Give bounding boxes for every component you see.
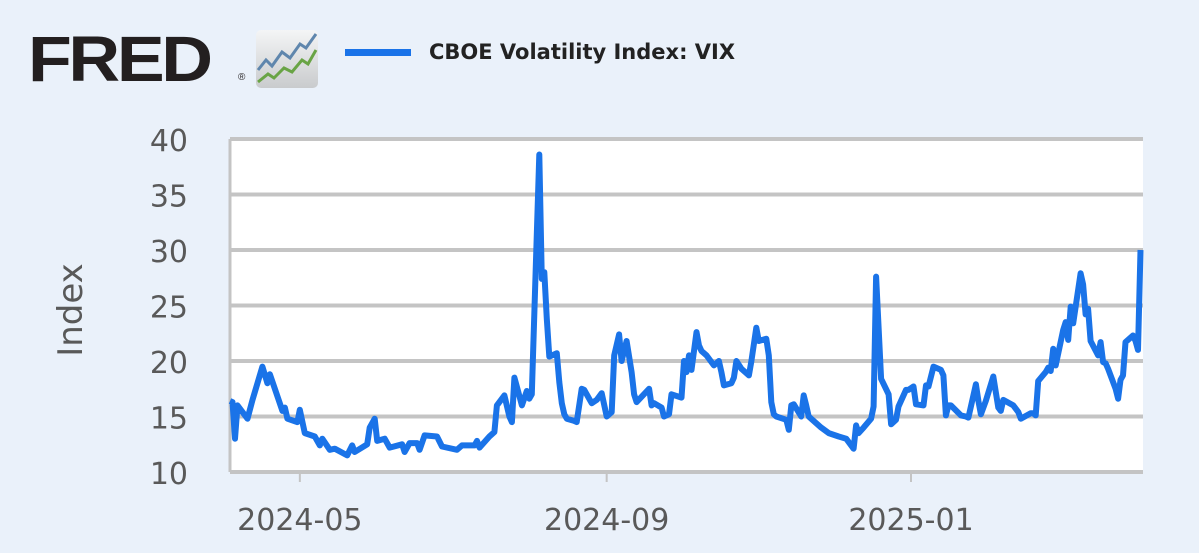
y-tick-label: 35: [150, 180, 188, 215]
y-tick-label: 25: [150, 291, 188, 326]
y-axis-label: Index: [51, 263, 91, 357]
y-tick-label: 40: [150, 124, 188, 159]
x-tick-label: 2024-05: [237, 503, 362, 538]
y-tick-label: 30: [150, 235, 188, 270]
legend-swatch: [345, 48, 411, 56]
line-chart-icon: [256, 30, 318, 88]
y-tick-label: 10: [150, 457, 188, 492]
y-tick-label: 15: [150, 402, 188, 437]
x-tick-label: 2025-01: [848, 503, 973, 538]
x-tick-label: 2024-09: [544, 503, 669, 538]
registered-mark: ®: [238, 72, 246, 83]
y-tick-label: 20: [150, 346, 188, 381]
legend: CBOE Volatility Index: VIX: [345, 40, 735, 64]
series-line-vix: [228, 151, 1144, 459]
logo-text: FRED: [28, 23, 213, 95]
legend-label: CBOE Volatility Index: VIX: [429, 40, 736, 64]
